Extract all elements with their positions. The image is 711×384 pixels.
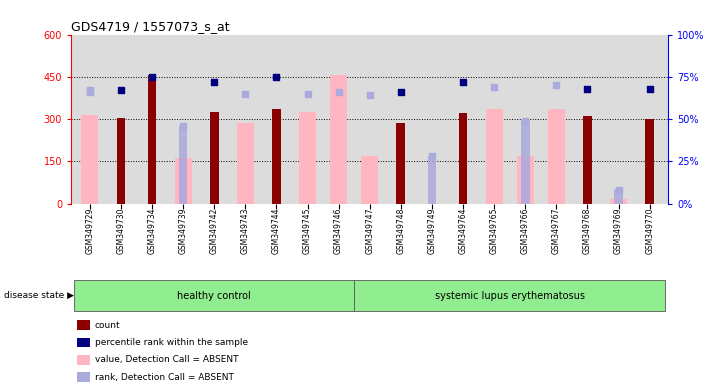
Point [84, 87, 95, 93]
Point [457, 79, 469, 85]
Point [178, 123, 189, 129]
Text: GSM349730: GSM349730 [117, 207, 125, 254]
Point [301, 91, 313, 97]
Text: GSM349747: GSM349747 [365, 207, 374, 254]
Text: GSM349766: GSM349766 [520, 207, 530, 254]
Text: GSM349748: GSM349748 [396, 207, 405, 253]
Text: GSM349769: GSM349769 [614, 207, 623, 254]
Bar [614, 189, 623, 204]
Bar [427, 156, 437, 204]
Bar [178, 126, 188, 204]
Bar [210, 112, 218, 204]
Bar [77, 372, 90, 382]
Bar [117, 118, 125, 204]
Point [582, 86, 593, 92]
Bar [459, 113, 467, 204]
Text: GSM349742: GSM349742 [210, 207, 219, 253]
Point [240, 91, 251, 97]
Bar [77, 320, 90, 330]
Text: GSM349749: GSM349749 [427, 207, 437, 254]
Point [208, 79, 220, 85]
Point [395, 89, 407, 95]
Text: GSM349739: GSM349739 [178, 207, 188, 254]
Point [84, 89, 95, 95]
Text: GDS4719 / 1557073_s_at: GDS4719 / 1557073_s_at [71, 20, 230, 33]
Bar [610, 199, 627, 204]
Text: GSM349746: GSM349746 [334, 207, 343, 254]
Text: GSM349744: GSM349744 [272, 207, 281, 254]
Point [488, 84, 500, 90]
Text: percentile rank within the sample: percentile rank within the sample [95, 338, 248, 347]
Point [426, 153, 437, 159]
Point [146, 74, 158, 80]
Text: systemic lupus erythematosus: systemic lupus erythematosus [434, 291, 584, 301]
Bar [148, 75, 156, 204]
Point [115, 87, 127, 93]
Text: GSM349770: GSM349770 [645, 207, 654, 254]
Bar [547, 109, 565, 204]
Point [644, 86, 656, 92]
Text: GSM349764: GSM349764 [459, 207, 468, 254]
Bar [583, 116, 592, 204]
Text: rank, Detection Call = ABSENT: rank, Detection Call = ABSENT [95, 372, 234, 382]
Bar [81, 115, 98, 204]
Text: count: count [95, 321, 121, 330]
Point [333, 89, 344, 95]
Text: healthy control: healthy control [177, 291, 251, 301]
Point [364, 92, 375, 98]
Text: GSM349743: GSM349743 [241, 207, 250, 254]
Bar [521, 121, 530, 204]
Point [550, 82, 562, 88]
Text: GSM349734: GSM349734 [147, 207, 156, 254]
Bar [77, 338, 90, 348]
Bar [272, 109, 281, 204]
Text: disease state ▶: disease state ▶ [4, 291, 73, 300]
FancyBboxPatch shape [74, 280, 354, 311]
Bar [330, 75, 347, 204]
Text: value, Detection Call = ABSENT: value, Detection Call = ABSENT [95, 355, 238, 364]
Bar [486, 109, 503, 204]
Text: GSM349745: GSM349745 [303, 207, 312, 254]
Bar [237, 123, 254, 204]
Bar [77, 355, 90, 365]
Text: GSM349767: GSM349767 [552, 207, 561, 254]
Point [271, 74, 282, 80]
Text: GSM349765: GSM349765 [490, 207, 498, 254]
Text: GSM349768: GSM349768 [583, 207, 592, 253]
Point [520, 118, 531, 124]
Text: GSM349729: GSM349729 [85, 207, 95, 253]
Bar [361, 156, 378, 204]
Bar [174, 159, 192, 204]
FancyBboxPatch shape [354, 280, 665, 311]
Bar [646, 119, 654, 204]
Bar [397, 123, 405, 204]
Point [613, 187, 624, 193]
Bar [517, 156, 534, 204]
Bar [299, 112, 316, 204]
